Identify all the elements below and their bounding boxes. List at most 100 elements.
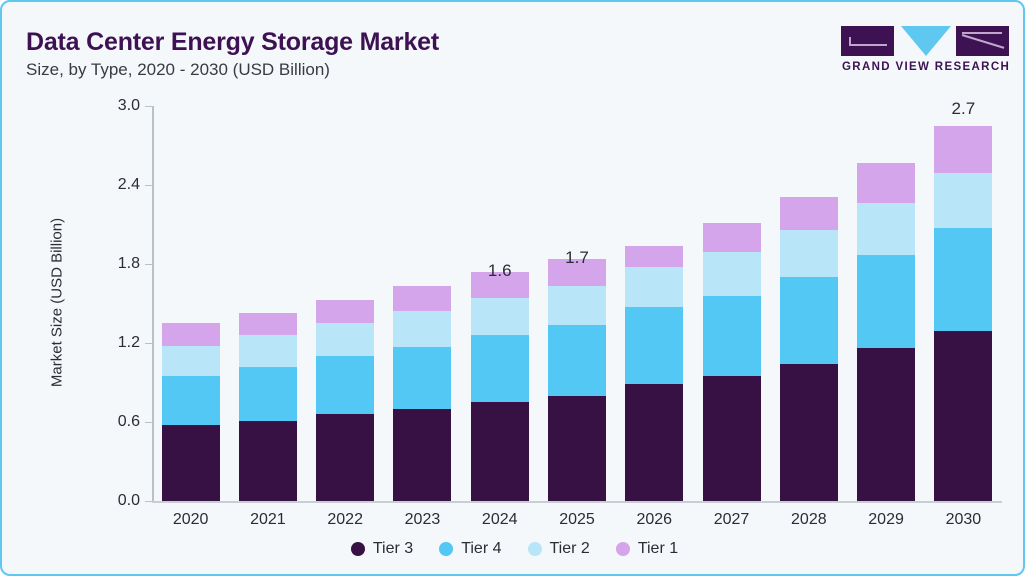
- bar-segment-tier-1[interactable]: [857, 162, 916, 204]
- bar-segment-tier-2[interactable]: [702, 252, 761, 296]
- bar-segment-tier-2[interactable]: [161, 345, 220, 376]
- legend-item-tier-1[interactable]: Tier 1: [615, 540, 679, 558]
- bar-segment-tier-4[interactable]: [625, 307, 684, 384]
- y-axis-tick-mark: [145, 106, 152, 107]
- bar-segment-tier-2[interactable]: [548, 286, 606, 325]
- y-axis-tick-mark: [145, 501, 152, 502]
- legend-label: Tier 1: [637, 540, 679, 557]
- x-axis-tick-label: 2028: [791, 511, 827, 528]
- logo-triangle-icon: [901, 26, 951, 56]
- bar-segment-tier-2[interactable]: [316, 323, 375, 357]
- y-axis-tick-mark: [145, 185, 152, 186]
- bar-2028[interactable]: [779, 106, 838, 501]
- y-axis-tick-label: 1.8: [117, 255, 140, 272]
- bar-segment-tier-3[interactable]: [161, 424, 220, 501]
- bar-segment-tier-1[interactable]: [702, 223, 761, 253]
- bar-segment-tier-3[interactable]: [625, 383, 684, 501]
- bar-segment-tier-1[interactable]: [934, 125, 993, 174]
- bar-segment-tier-4[interactable]: [238, 366, 297, 421]
- bar-2024[interactable]: [470, 106, 529, 501]
- x-axis-tick-label: 2026: [636, 511, 673, 528]
- legend-swatch-icon: [350, 542, 365, 556]
- bar-2023[interactable]: [393, 106, 452, 501]
- legend-item-tier-2[interactable]: Tier 2: [527, 540, 590, 558]
- bar-segment-tier-3[interactable]: [316, 414, 375, 501]
- x-axis-tick-label: 2020: [172, 511, 209, 528]
- logo-left-hline: [849, 44, 887, 46]
- bar-segment-tier-2[interactable]: [238, 335, 297, 367]
- y-axis-tick-label: 2.4: [117, 176, 140, 193]
- logo-right-rect-icon: [956, 26, 1009, 56]
- bar-segment-tier-2[interactable]: [779, 229, 838, 278]
- bar-segment-tier-1[interactable]: [161, 323, 220, 346]
- bar-segment-tier-2[interactable]: [625, 266, 684, 308]
- legend-swatch-icon: [615, 542, 630, 556]
- bar-segment-tier-4[interactable]: [548, 324, 606, 396]
- legend-item-tier-4[interactable]: Tier 4: [439, 540, 502, 558]
- bar-2022[interactable]: [316, 106, 375, 501]
- bar-segment-tier-4[interactable]: [702, 295, 761, 376]
- bar-2030[interactable]: [934, 106, 993, 501]
- y-axis-tick-label: 0.6: [117, 413, 140, 430]
- bar-segment-tier-3[interactable]: [857, 348, 916, 501]
- bar-segment-tier-2[interactable]: [470, 298, 529, 336]
- legend-label: Tier 2: [549, 540, 590, 557]
- bar-segment-tier-4[interactable]: [161, 375, 220, 425]
- bar-segment-tier-4[interactable]: [857, 254, 916, 349]
- bar-2025[interactable]: [548, 106, 606, 501]
- y-axis-tick-label: 3.0: [117, 97, 140, 114]
- bar-segment-tier-2[interactable]: [934, 173, 993, 229]
- bar-segment-tier-3[interactable]: [238, 420, 297, 501]
- bar-segment-tier-1[interactable]: [548, 258, 606, 287]
- page-title: Data Center Energy Storage Market: [26, 28, 439, 56]
- bar-2021[interactable]: [238, 106, 297, 501]
- bar-2027[interactable]: [702, 106, 761, 501]
- gvr-logo-icon: GRAND VIEW RESEARCH: [841, 26, 1009, 78]
- bar-segment-tier-3[interactable]: [548, 395, 606, 501]
- chart-legend: Tier 3 Tier 4 Tier 2 Tier 1: [2, 540, 1023, 558]
- bar-segment-tier-4[interactable]: [470, 335, 529, 403]
- logo-left-rect-icon: [841, 26, 894, 56]
- bar-segment-tier-1[interactable]: [316, 299, 375, 324]
- logo-right-hline: [962, 32, 1002, 34]
- bar-segment-tier-4[interactable]: [316, 356, 375, 415]
- chart-header: Data Center Energy Storage Market Size, …: [2, 2, 1023, 94]
- bar-segment-tier-3[interactable]: [934, 331, 993, 501]
- legend-label: Tier 3: [372, 540, 414, 557]
- bar-2020[interactable]: [161, 106, 220, 501]
- bar-segment-tier-1[interactable]: [393, 286, 452, 312]
- bar-segment-tier-3[interactable]: [702, 375, 761, 501]
- y-axis-line: [152, 106, 154, 501]
- x-axis-tick-label: 2029: [868, 511, 904, 528]
- logo-left-vline: [849, 37, 851, 46]
- bar-segment-tier-4[interactable]: [934, 228, 993, 332]
- page-subtitle: Size, by Type, 2020 - 2030 (USD Billion): [26, 60, 330, 79]
- bar-segment-tier-1[interactable]: [625, 245, 684, 267]
- bar-segment-tier-2[interactable]: [393, 311, 452, 347]
- bar-value-label: 1.6: [487, 260, 512, 280]
- bar-segment-tier-1[interactable]: [779, 196, 838, 230]
- bar-segment-tier-1[interactable]: [470, 271, 529, 299]
- legend-swatch-icon: [439, 542, 454, 556]
- bar-segment-tier-3[interactable]: [779, 364, 838, 501]
- bar-2026[interactable]: [625, 106, 684, 501]
- bar-segment-tier-4[interactable]: [779, 277, 838, 365]
- logo-marks: [841, 26, 1009, 56]
- bar-segment-tier-3[interactable]: [470, 402, 529, 501]
- bar-segment-tier-4[interactable]: [393, 346, 452, 409]
- x-axis-tick-label: 2030: [945, 511, 982, 528]
- y-axis-tick-mark: [145, 264, 152, 265]
- bar-2029[interactable]: [857, 106, 916, 501]
- bar-segment-tier-2[interactable]: [857, 203, 916, 255]
- bar-segment-tier-1[interactable]: [238, 312, 297, 336]
- legend-label: Tier 4: [461, 540, 502, 557]
- x-axis-tick-label: 2025: [559, 511, 595, 528]
- bar-value-label: 2.7: [951, 98, 976, 118]
- x-axis-tick-label: 2021: [250, 511, 286, 528]
- x-axis-tick-label: 2027: [713, 511, 750, 528]
- bar-segment-tier-3[interactable]: [393, 408, 452, 501]
- legend-swatch-icon: [527, 542, 542, 556]
- y-axis-tick-mark: [145, 343, 152, 344]
- legend-item-tier-3[interactable]: Tier 3: [350, 540, 414, 558]
